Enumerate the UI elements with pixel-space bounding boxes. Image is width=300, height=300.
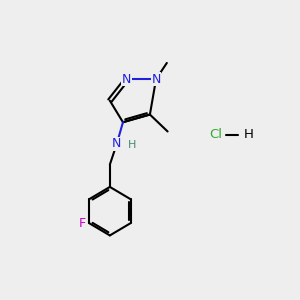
Text: F: F (79, 217, 86, 230)
Text: N: N (122, 73, 131, 85)
Text: Cl: Cl (209, 128, 222, 141)
Text: N: N (152, 73, 161, 85)
Text: N: N (112, 137, 122, 150)
Text: H: H (128, 140, 136, 150)
Text: H: H (244, 128, 254, 141)
